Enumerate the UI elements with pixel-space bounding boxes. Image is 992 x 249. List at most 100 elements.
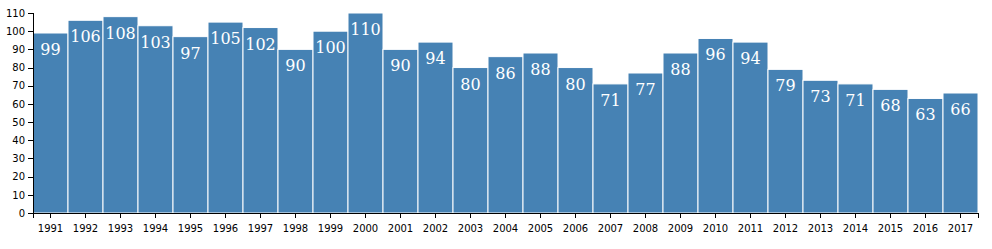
tick-label: 1994: [143, 223, 168, 234]
tick-mark: [28, 86, 33, 87]
tick-mark: [28, 104, 33, 105]
bar: [313, 31, 348, 213]
tick-mark: [190, 213, 191, 218]
tick-label: 2013: [808, 223, 833, 234]
tick: 2010: [703, 213, 728, 234]
tick: 2006: [563, 213, 588, 234]
tick-label: 1995: [178, 223, 203, 234]
data-label: 88: [530, 60, 550, 79]
tick-mark: [750, 213, 751, 218]
tick: 2007: [598, 213, 623, 234]
bar: [103, 17, 138, 213]
tick-mark: [28, 122, 33, 123]
tick: 90: [12, 44, 33, 55]
tick-mark: [28, 177, 33, 178]
bars: [33, 13, 978, 213]
bar: [348, 13, 383, 213]
tick-label: 70: [12, 80, 25, 91]
bar: [698, 38, 733, 213]
tick-label: 2014: [843, 223, 868, 234]
tick-label: 90: [12, 44, 25, 55]
data-label: 90: [390, 56, 410, 75]
tick: 80: [12, 62, 33, 73]
tick-mark: [225, 213, 226, 218]
tick: 1994: [143, 213, 168, 234]
tick-mark: [365, 213, 366, 218]
tick-label: 2001: [388, 223, 413, 234]
bar: [173, 37, 208, 213]
tick-mark: [960, 213, 961, 218]
tick: 1998: [283, 213, 308, 234]
data-label: 80: [460, 75, 480, 94]
bar: [138, 26, 173, 213]
tick-mark: [575, 213, 576, 218]
bar: [873, 89, 908, 213]
tick: 2017: [948, 213, 973, 234]
tick-mark: [470, 213, 471, 218]
tick: 100: [6, 26, 33, 37]
tick-label: 2002: [423, 223, 448, 234]
tick-mark: [50, 213, 51, 218]
data-label: 90: [285, 56, 305, 75]
tick: 110: [6, 8, 33, 19]
y-axis: 0102030405060708090100110: [6, 8, 34, 219]
axis-line: [34, 214, 979, 219]
data-label: 97: [180, 44, 200, 63]
tick-label: 1999: [318, 223, 343, 234]
tick-mark: [540, 213, 541, 218]
tick: 2013: [808, 213, 833, 234]
data-label: 73: [810, 87, 830, 106]
tick-label: 2012: [773, 223, 798, 234]
data-label: 79: [775, 76, 795, 95]
axis-line: [28, 14, 34, 214]
tick: 40: [12, 135, 33, 146]
data-label: 105: [210, 29, 241, 48]
tick: 10: [12, 190, 33, 201]
tick: 20: [12, 171, 33, 182]
bar: [488, 57, 523, 213]
bar: [523, 53, 558, 213]
tick-mark: [610, 213, 611, 218]
data-label: 68: [880, 96, 900, 115]
tick: 2015: [878, 213, 903, 234]
data-label: 71: [600, 91, 620, 110]
tick: 2002: [423, 213, 448, 234]
tick-label: 80: [12, 62, 25, 73]
bar: [418, 42, 453, 213]
tick: 60: [12, 99, 33, 110]
tick-label: 40: [12, 135, 25, 146]
bar: [663, 53, 698, 213]
bar: [943, 93, 978, 213]
tick: 2003: [458, 213, 483, 234]
bar: [383, 49, 418, 213]
bar: [768, 69, 803, 213]
tick-mark: [785, 213, 786, 218]
tick: 2016: [913, 213, 938, 234]
tick-mark: [28, 140, 33, 141]
tick-label: 2017: [948, 223, 973, 234]
data-label: 96: [705, 45, 725, 64]
tick-label: 2006: [563, 223, 588, 234]
data-label: 71: [845, 91, 865, 110]
bar: [278, 49, 313, 213]
tick: 1993: [108, 213, 133, 234]
data-label: 77: [635, 80, 655, 99]
data-label: 80: [565, 75, 585, 94]
bar: [208, 22, 243, 213]
bar: [908, 98, 943, 213]
bar: [803, 80, 838, 213]
tick-label: 1996: [213, 223, 238, 234]
tick-mark: [890, 213, 891, 218]
tick: 1991: [38, 213, 63, 234]
tick-mark: [435, 213, 436, 218]
bar: [453, 68, 488, 213]
data-label: 102: [245, 35, 276, 54]
tick-mark: [505, 213, 506, 218]
bar: [593, 84, 628, 213]
tick-label: 2015: [878, 223, 903, 234]
tick-label: 100: [6, 26, 25, 37]
data-label: 103: [140, 33, 171, 52]
data-label: 88: [670, 60, 690, 79]
bar: [838, 84, 873, 213]
bar: [628, 73, 663, 213]
